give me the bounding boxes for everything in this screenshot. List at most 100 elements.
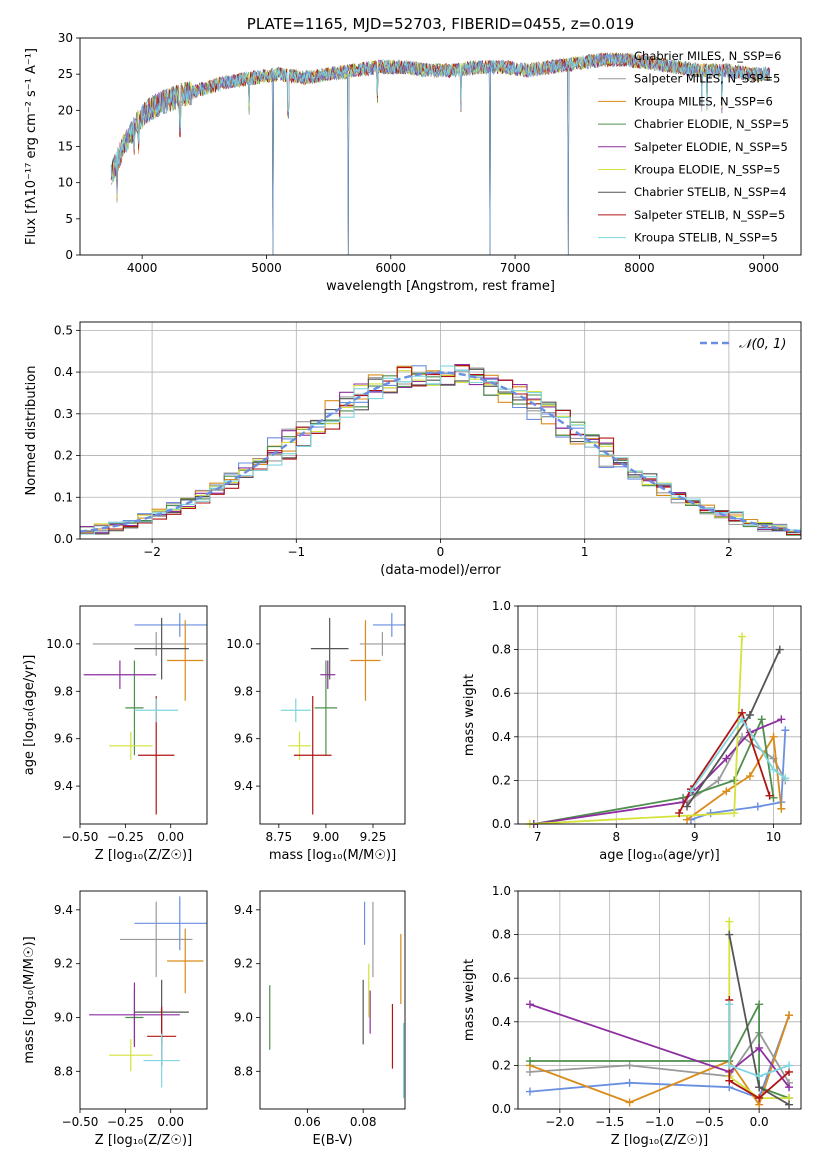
y-tick-label: 15 [58, 140, 73, 154]
weight-marker [683, 802, 692, 811]
y-tick-label: 9.6 [234, 732, 253, 746]
weight-line [728, 1004, 790, 1078]
weight-line [529, 636, 743, 824]
legend: 𝒩(0, 1) [700, 337, 786, 352]
x-axis-label: (data-model)/error [380, 563, 501, 578]
y-tick-label: 9.4 [234, 903, 253, 917]
weight-marker [686, 787, 695, 796]
y-tick-label: 20 [58, 103, 73, 117]
weight-marker [755, 1043, 764, 1052]
chart-title: PLATE=1165, MJD=52703, FIBERID=0455, z=0… [247, 15, 634, 33]
weight-marker [730, 809, 739, 818]
x-tick-label: −0.25 [107, 1115, 144, 1129]
y-tick-label: 9.4 [234, 779, 253, 793]
weight-marker [714, 776, 723, 785]
weight-marker [738, 632, 747, 641]
x-tick-label: −1 [287, 545, 305, 559]
x-tick-label: 8.75 [265, 830, 292, 844]
legend-label: Kroupa ELODIE, N_SSP=5 [634, 163, 780, 177]
x-tick-label: 0 [437, 545, 445, 559]
weight-marker [769, 732, 778, 741]
axes-frame [79, 605, 208, 825]
y-tick-label: 0.8 [492, 928, 511, 942]
normal-curve [79, 371, 802, 533]
weight-marker [765, 791, 774, 800]
x-tick-label: 8 [612, 830, 620, 844]
axes-frame [517, 605, 802, 825]
y-tick-label: 9.4 [54, 903, 73, 917]
axes-frame [79, 321, 802, 540]
x-tick-label: 4000 [127, 261, 158, 275]
y-tick-label: 9.8 [54, 684, 73, 698]
weight-marker [781, 774, 790, 783]
y-tick-label: 0.5 [54, 323, 73, 337]
y-tick-label: 0.0 [492, 1102, 511, 1116]
weight-marker [725, 1076, 734, 1085]
weight-marker [725, 917, 734, 926]
x-tick-label: −0.50 [62, 830, 99, 844]
weight-marker [722, 787, 731, 796]
weight-marker [706, 809, 715, 818]
x-tick-label: 0.00 [157, 1115, 184, 1129]
weight-marker [745, 711, 754, 719]
y-tick-label: 0.8 [492, 643, 511, 657]
legend-label: Salpeter MILES, N_SSP=5 [634, 72, 780, 86]
y-tick-label: 10.0 [46, 637, 73, 651]
y-tick-label: 9.4 [54, 779, 73, 793]
weight-marker [730, 776, 739, 785]
weight-marker [683, 815, 692, 824]
legend-label: Kroupa STELIB, N_SSP=5 [634, 231, 778, 245]
x-tick-label: 9 [691, 830, 699, 844]
weight-marker [745, 772, 754, 781]
legend-label: Chabrier STELIB, N_SSP=4 [634, 185, 786, 199]
legend-label: Salpeter ELODIE, N_SSP=5 [634, 140, 788, 154]
weight-marker [738, 732, 747, 741]
y-tick-label: 9.2 [234, 957, 253, 971]
weight-marker [755, 1083, 764, 1092]
x-tick-label: 0.00 [157, 830, 184, 844]
y-axis-label: mass weight [462, 959, 477, 1041]
panel-5: 7 8 9 10 0.0 0.2 0.4 0.6 0.8 1.0 age [log₁₀(age/yr… [462, 599, 802, 863]
weight-line [690, 717, 786, 792]
x-tick-label: −0.25 [107, 830, 144, 844]
x-tick-label: 8000 [624, 261, 655, 275]
y-tick-label: 0.2 [54, 449, 73, 463]
y-tick-label: 9.6 [54, 732, 73, 746]
axes-frame [79, 890, 208, 1110]
y-tick-label: 0.2 [492, 1058, 511, 1072]
weight-marker [725, 1061, 734, 1070]
weight-marker [777, 804, 786, 813]
axes-frame [259, 605, 406, 825]
weight-marker [755, 1072, 764, 1081]
weight-marker [525, 1057, 534, 1066]
y-tick-label: 8.8 [54, 1064, 73, 1078]
weight-marker [625, 1061, 634, 1070]
x-tick-label: −1.5 [595, 1115, 624, 1129]
weight-line [678, 710, 771, 814]
panel-2: −2 −1 0 1 2 0.0 0.1 0.2 0.3 0.4 0.5 (data-model)/er… [24, 321, 802, 578]
weight-marker [781, 726, 790, 735]
weight-marker [775, 645, 784, 654]
y-tick-label: 0 [65, 248, 73, 262]
legend-label: 𝒩(0, 1) [739, 337, 786, 352]
weight-marker [785, 1011, 794, 1020]
y-tick-label: 10.0 [226, 637, 253, 651]
x-tick-label: 6000 [376, 261, 407, 275]
x-tick-label: 0.0 [750, 1115, 769, 1129]
y-axis-label: Normed distribution [24, 366, 39, 496]
axes-frame [517, 890, 802, 1110]
y-tick-label: 9.0 [234, 1010, 253, 1024]
y-tick-label: 1.0 [492, 884, 511, 898]
y-tick-label: 0.0 [54, 532, 73, 546]
histogram-series-9 [80, 365, 801, 535]
y-tick-label: 8.8 [234, 1064, 253, 1078]
x-axis-label: mass [log₁₀(M/M☉)] [269, 848, 396, 863]
panel-3: −0.50 −0.25 0.00 9.4 9.6 9.8 10.0 Z [log₁₀(Z/Z☉… [22, 605, 208, 863]
weight-marker [777, 715, 786, 724]
x-tick-label: −2.0 [545, 1115, 574, 1129]
y-tick-label: 0.4 [54, 365, 73, 379]
axes-frame [259, 890, 406, 1110]
panel-6: −0.50 −0.25 0.00 8.8 9.0 9.2 9.4 Z [log₁₀(Z/Z☉)… [22, 890, 208, 1148]
legend: Chabrier MILES, N_SSP=6 Salpeter MILES, N… [598, 49, 789, 245]
